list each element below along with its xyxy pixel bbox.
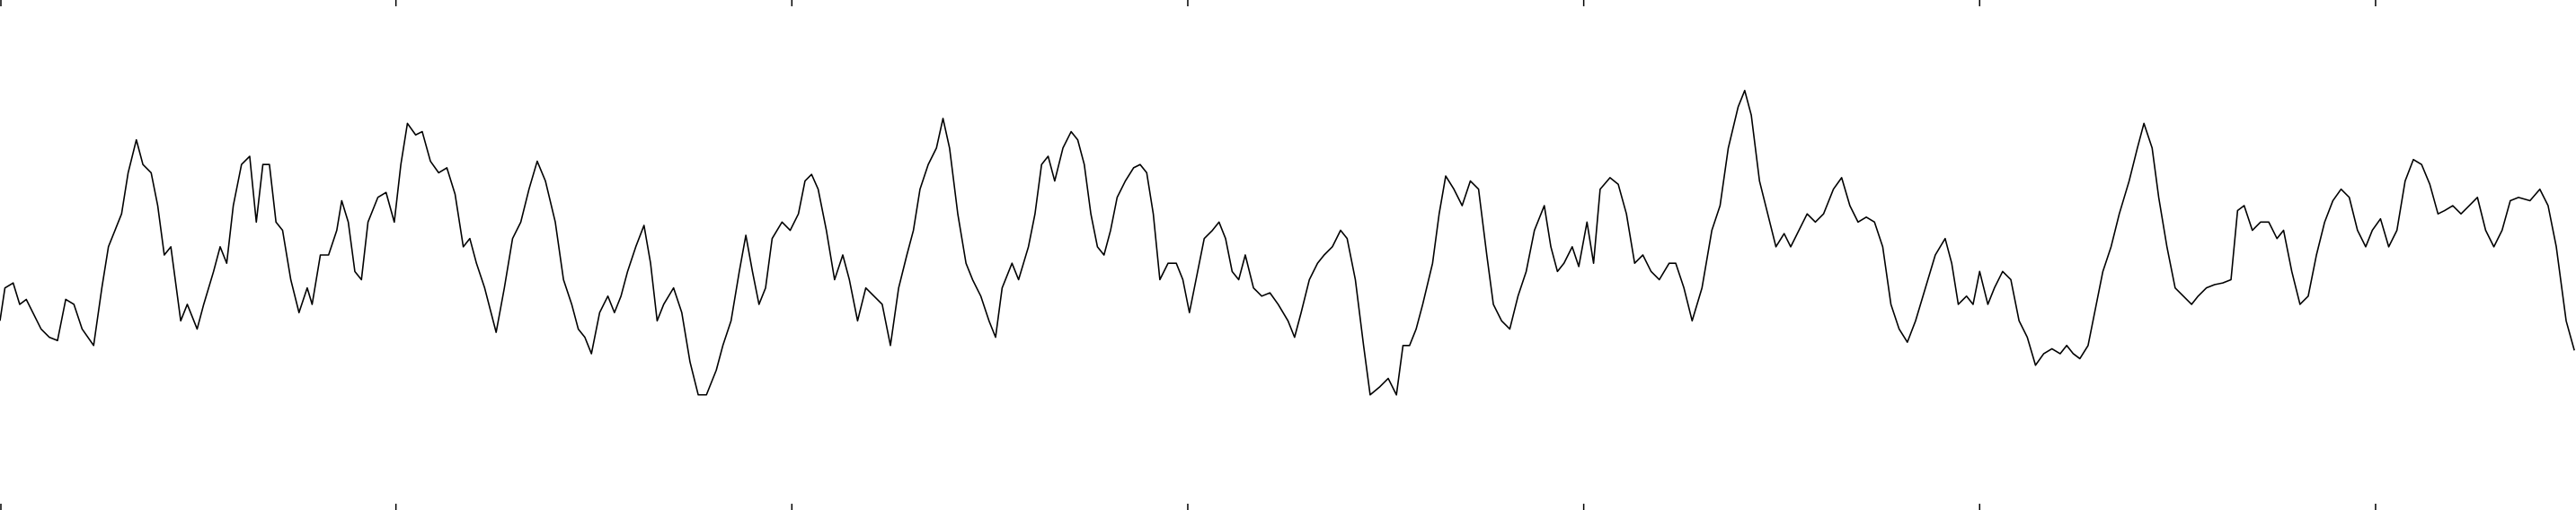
waveform-line (0, 89, 2575, 396)
